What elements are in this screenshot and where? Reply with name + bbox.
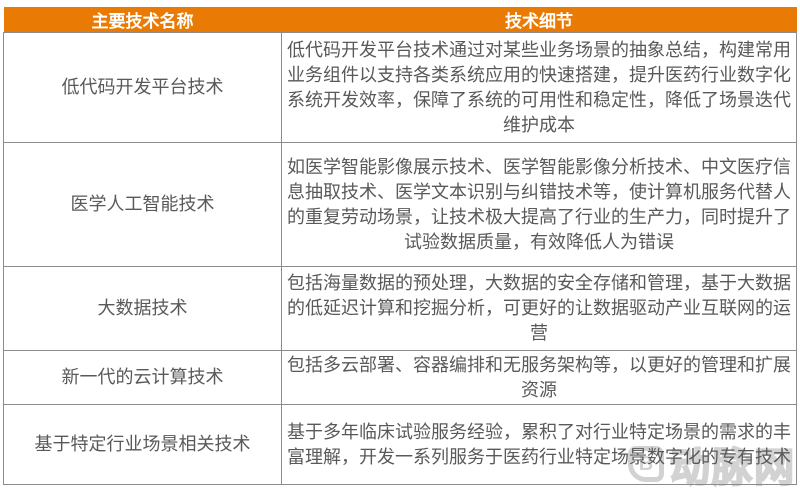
tech-name-cell: 医学人工智能技术 bbox=[3, 142, 282, 267]
table-row: 大数据技术 包括海量数据的预处理，大数据的安全存储和管理，基于大数据的低延迟计算… bbox=[3, 266, 797, 351]
column-header-tech-detail: 技术细节 bbox=[281, 7, 797, 33]
tech-detail-cell: 如医学智能影像展示技术、医学智能影像分析技术、中文医疗信息抽取技术、医学文本识别… bbox=[281, 142, 797, 267]
table-header-row: 主要技术名称 技术细节 bbox=[3, 7, 797, 33]
table-row: 医学人工智能技术 如医学智能影像展示技术、医学智能影像分析技术、中文医疗信息抽取… bbox=[3, 142, 797, 267]
tech-name-cell: 低代码开发平台技术 bbox=[3, 32, 282, 143]
tech-detail-cell: 包括多云部署、容器编排和无服务架构等，以更好的管理和扩展资源 bbox=[281, 350, 797, 405]
tech-name-cell: 新一代的云计算技术 bbox=[3, 350, 282, 405]
tech-name-cell: 大数据技术 bbox=[3, 266, 282, 351]
tech-detail-cell: 包括海量数据的预处理，大数据的安全存储和管理，基于大数据的低延迟计算和挖掘分析，… bbox=[281, 266, 797, 351]
tech-detail-cell: 基于多年临床试验服务经验，累积了对行业特定场景的需求的丰富理解，开发一系列服务于… bbox=[281, 404, 797, 485]
column-header-tech-name: 主要技术名称 bbox=[3, 7, 282, 33]
table-row: 新一代的云计算技术 包括多云部署、容器编排和无服务架构等，以更好的管理和扩展资源 bbox=[3, 350, 797, 405]
table-row: 基于特定行业场景相关技术 基于多年临床试验服务经验，累积了对行业特定场景的需求的… bbox=[3, 404, 797, 485]
tech-detail-cell: 低代码开发平台技术通过对某些业务场景的抽象总结，构建常用业务组件以支持各类系统应… bbox=[281, 32, 797, 143]
tech-table: 主要技术名称 技术细节 低代码开发平台技术 低代码开发平台技术通过对某些业务场景… bbox=[3, 7, 797, 485]
tech-name-cell: 基于特定行业场景相关技术 bbox=[3, 404, 282, 485]
table-row: 低代码开发平台技术 低代码开发平台技术通过对某些业务场景的抽象总结，构建常用业务… bbox=[3, 32, 797, 143]
